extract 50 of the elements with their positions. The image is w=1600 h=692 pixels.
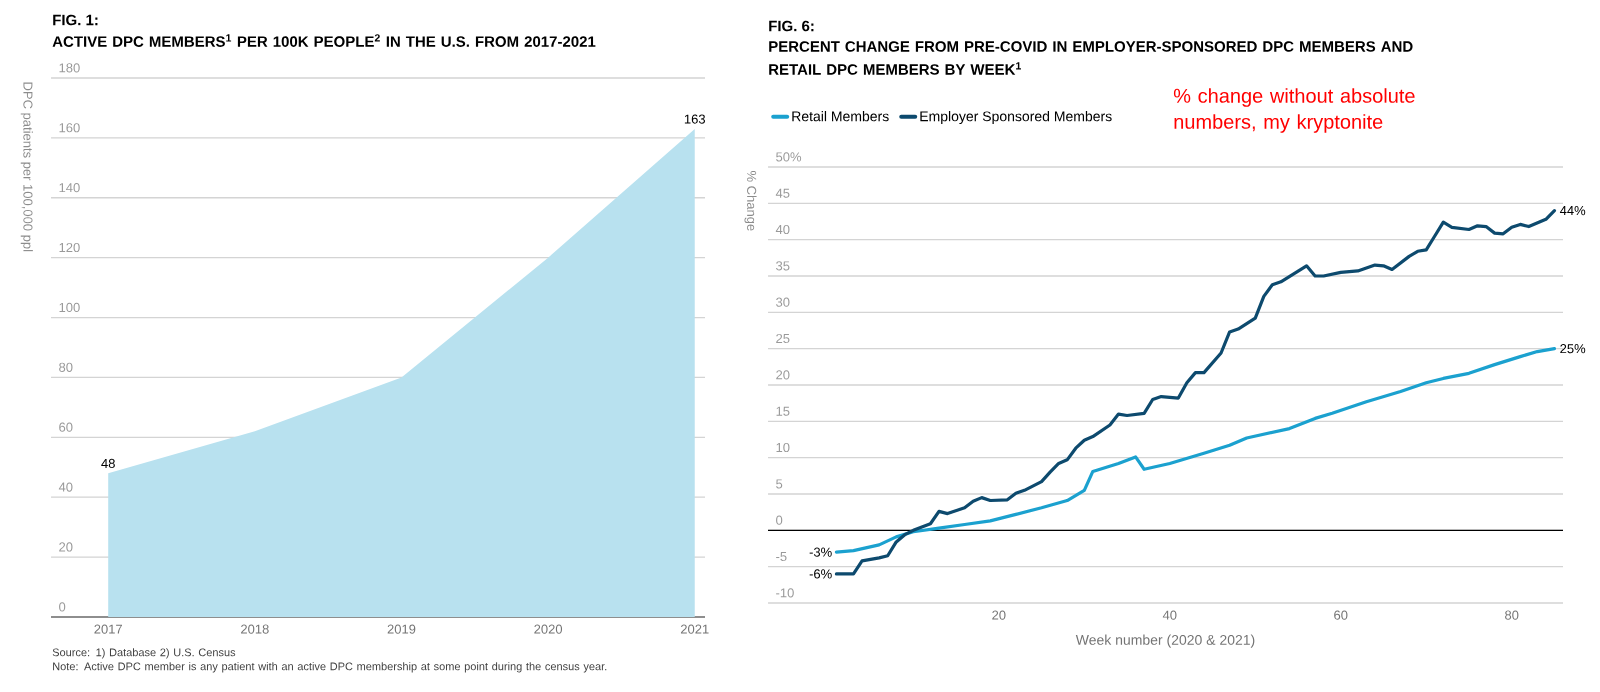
- x-tick-label: 2017: [94, 624, 122, 634]
- y-tick-label: 20: [776, 370, 790, 380]
- y-tick-label: 30: [776, 297, 790, 307]
- data-label: 25%: [1560, 344, 1586, 354]
- y-tick-label: 35: [776, 261, 790, 271]
- y-tick-label: -10: [776, 588, 794, 598]
- y-tick-label: 0: [59, 602, 66, 612]
- y-tick-label: 10: [776, 442, 790, 453]
- y-tick-label: 80: [59, 362, 73, 372]
- data-label: -3%: [809, 547, 832, 557]
- y-axis-title: DPC patients per 100,000 ppl: [20, 82, 33, 252]
- y-tick-label: 60: [59, 422, 73, 432]
- y-tick-label: 40: [58, 482, 73, 492]
- legend-label: Employer Sponsored Members: [920, 111, 1112, 125]
- chart-subtitle: ACTIVE DPC MEMBERS$^{1}$ PER 100K PEOPLE$^{2}$ IN THE U.S. FROM 2017-2021: [52, 34, 596, 47]
- y-tick-label: -5: [776, 552, 787, 562]
- y-tick-label: 20: [59, 542, 73, 552]
- data-label: 163: [684, 114, 706, 124]
- y-tick-label: 0: [776, 515, 783, 525]
- x-tick-label: 2021: [680, 624, 709, 634]
- x-tick-label: 2019: [387, 624, 416, 634]
- chart-title: FIG. 1:: [53, 14, 98, 26]
- data-label: -6%: [809, 569, 832, 579]
- data-label: 44%: [1559, 206, 1586, 216]
- data-label: 48: [101, 458, 115, 469]
- x-tick-label: 40: [1162, 610, 1177, 620]
- text: % change without absolute numbers, my kryptonite: [1173, 88, 1415, 133]
- x-tick-label: 2018: [241, 624, 269, 634]
- y-tick-label: 15: [776, 406, 790, 416]
- y-tick-label: 180: [59, 63, 80, 73]
- y-tick-label: 140: [59, 183, 80, 193]
- y-tick-label: 160: [59, 123, 80, 133]
- y-tick-label: 40: [775, 224, 790, 235]
- x-tick-label: 60: [1334, 610, 1348, 620]
- x-tick-label: 80: [1505, 610, 1519, 620]
- y-axis-title: % Change: [744, 170, 757, 231]
- chart-title: FIG. 6:: [769, 20, 814, 32]
- text: Note: Active DPC member is any patient with an active DPC membership at some point during the census year.: [53, 662, 607, 673]
- x-axis-title: Week number (2020 & 2021): [1075, 634, 1255, 648]
- x-tick-label: 2020: [534, 624, 563, 634]
- legend-label: Retail Members: [792, 111, 889, 122]
- x-tick-label: 20: [992, 610, 1006, 620]
- source-note: Source: 1) Database 2) U.S. Census: [52, 648, 236, 659]
- y-tick-label: 5: [776, 479, 783, 489]
- y-tick-label: 100: [59, 302, 80, 313]
- y-tick-label: 25: [776, 333, 790, 344]
- y-tick-label: 50%: [776, 152, 802, 162]
- chart-subtitle: PERCENT CHANGE FROM PRE-COVID IN EMPLOYER-SPONSORED DPC MEMBERS AND RETAIL DPC MEMBERS BY WEEK$^{1}$: [769, 41, 1413, 75]
- y-tick-label: 45: [775, 188, 790, 198]
- y-tick-label: 120: [59, 242, 80, 253]
